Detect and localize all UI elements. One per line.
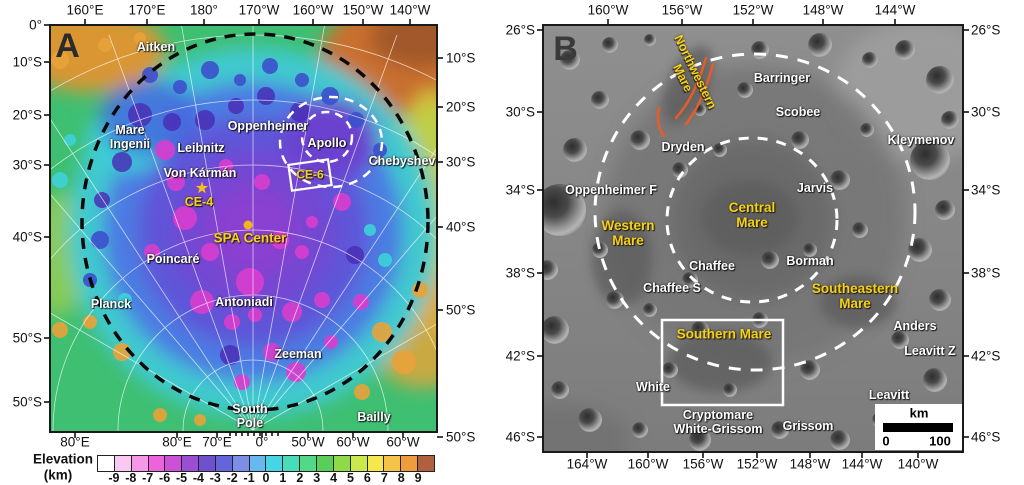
southern-mare-box — [660, 318, 785, 407]
colorbar-tick-label: 9 — [414, 471, 422, 485]
colorbar-segment — [148, 456, 166, 471]
colorbar-segment — [300, 456, 317, 471]
colorbar-tick-label: 3 — [313, 471, 321, 485]
colorbar-tick-label: 1 — [279, 471, 287, 485]
rille-lines — [656, 56, 715, 138]
panel-b-map — [543, 25, 963, 452]
colorbar-segment — [199, 456, 216, 471]
colorbar-segment — [401, 456, 419, 471]
colorbar-tick-label: -5 — [175, 471, 188, 485]
apollo-outer-dashed-circle — [278, 95, 384, 189]
apollo-inner-dashed-circle — [300, 110, 354, 164]
colorbar-segment — [182, 456, 200, 471]
colorbar-segment — [316, 456, 334, 471]
colorbar-tick-label: -8 — [125, 471, 137, 485]
scalebar-bar — [883, 423, 953, 432]
panel-a-ticks — [44, 19, 443, 438]
colorbar-segment — [215, 456, 233, 471]
colorbar-tick-label: -4 — [192, 471, 204, 485]
colorbar-tick-label: -9 — [108, 471, 120, 485]
colorbar-segment — [266, 456, 284, 471]
colorbar-tick-label: 8 — [397, 471, 405, 485]
colorbar-tick-label: -3 — [209, 471, 221, 485]
colorbar-segment — [367, 456, 385, 471]
apollo-basin-peak-ring-dashed — [665, 136, 839, 304]
crater-spots — [51, 32, 428, 426]
colorbar-segment — [350, 456, 368, 471]
colorbar-segment — [165, 456, 183, 471]
scalebar-unit: km — [909, 405, 929, 421]
colorbar-segment — [333, 456, 351, 471]
colorbar-segment — [232, 456, 250, 471]
scalebar-end: 100 — [929, 433, 951, 449]
colorbar-segment — [283, 456, 301, 471]
colorbar-tick-label: 2 — [296, 471, 304, 485]
ce6-region-box — [287, 158, 333, 192]
apollo-basin-outer-ring-dashed — [593, 52, 917, 372]
colorbar-tick-label: -7 — [142, 471, 154, 485]
colorbar-segment — [98, 456, 115, 471]
colorbar-tick-label: -1 — [243, 471, 255, 485]
colorbar-tick-label: 0 — [262, 471, 270, 485]
colorbar-tick-label: -6 — [159, 471, 171, 485]
panel-a-border — [49, 24, 438, 433]
colorbar-segment — [249, 456, 267, 471]
panel-a-map — [50, 25, 437, 432]
spa-basin-rim-dashed-ellipse — [80, 32, 430, 412]
colorbar-tick-label: 5 — [347, 471, 354, 485]
colorbar-tick-label: 4 — [330, 471, 338, 485]
colorbar-segment — [131, 456, 149, 471]
colorbar-title: Elevation — [32, 451, 93, 467]
colorbar-segment — [384, 456, 402, 471]
colorbar-segment — [418, 456, 434, 471]
spa-center-dot-icon — [243, 220, 253, 230]
colorbar-tick-label: 7 — [380, 471, 388, 485]
panel-b-ticks — [537, 19, 969, 458]
scalebar-start: 0 — [882, 433, 890, 449]
colorbar-tick-label: -2 — [226, 471, 238, 485]
colorbar-unit: (km) — [43, 467, 73, 483]
colorbar-tick-label: 6 — [363, 471, 371, 485]
craters — [543, 33, 959, 451]
colorbar-segments — [97, 455, 435, 472]
ce4-star-icon — [195, 181, 209, 194]
colorbar-segment — [114, 456, 132, 471]
colorbar-ticks: -9 -8 -7 -6 -5 -4 -3 -2 -1 0 1 2 3 4 5 6 7 8 9 — [97, 471, 435, 485]
